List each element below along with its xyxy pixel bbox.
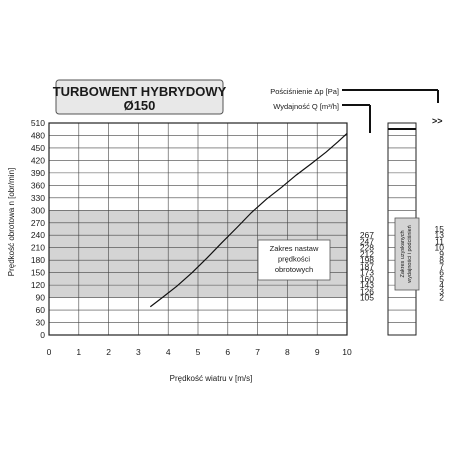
y-tick-label: 390 (31, 168, 45, 178)
flow-tick-label: 143 (360, 280, 374, 290)
pressure-tick-label: 3 (439, 286, 444, 296)
series-line (149, 132, 348, 308)
flow-tick-label: 228 (360, 243, 374, 253)
flow-tick-label: 267 (360, 230, 374, 240)
y-tick-label: 150 (31, 268, 45, 278)
flow-scale-label: Wydajność Q [m³/h] (273, 102, 339, 111)
band-label-text: prędkości (278, 255, 310, 264)
y-tick-label: 90 (36, 293, 46, 303)
chart-ylabel: Prędkość obrotowa n [obr/min] (7, 168, 16, 277)
flow-tick-label: 247 (360, 236, 374, 246)
y-tick-label: 360 (31, 180, 45, 190)
pressure-tick-label: 9 (439, 249, 444, 259)
x-tick-label: 2 (106, 347, 111, 357)
y-tick-label: 240 (31, 230, 45, 240)
x-tick-label: 7 (255, 347, 260, 357)
flow-tick-label: 126 (360, 286, 374, 296)
x-tick-label: 10 (342, 347, 352, 357)
flow-tick-label: 105 (360, 293, 374, 303)
x-tick-label: 6 (225, 347, 230, 357)
pressure-band-box (394, 217, 420, 291)
y-tick-label: 210 (31, 243, 45, 253)
y-tick-label: 420 (31, 155, 45, 165)
flow-tick-label: 187 (360, 261, 374, 271)
arrow-indicator: >> (432, 116, 443, 126)
y-tick-label: 30 (36, 318, 46, 328)
x-tick-label: 8 (285, 347, 290, 357)
pressure-tick-label: 2 (439, 293, 444, 303)
chart-xlabel: Prędkość wiatru v [m/s] (170, 374, 253, 383)
pressure-band-text: wydajności i podciśnień (407, 225, 413, 283)
pressure-tick-label: 6 (439, 268, 444, 278)
pressure-tick-label: 4 (439, 280, 444, 290)
chart-title: TURBOWENT HYBRYDOWY (53, 84, 227, 99)
y-tick-label: 510 (31, 118, 45, 128)
pressure-tick-label: 15 (435, 224, 445, 234)
y-tick-label: 270 (31, 218, 45, 228)
x-tick-label: 1 (76, 347, 81, 357)
y-tick-label: 480 (31, 130, 45, 140)
flow-tick-label: 198 (360, 255, 374, 265)
x-tick-label: 9 (315, 347, 320, 357)
y-tick-label: 450 (31, 143, 45, 153)
y-tick-label: 180 (31, 255, 45, 265)
y-tick-label: 60 (36, 305, 46, 315)
flow-tick-label: 212 (360, 249, 374, 259)
x-tick-label: 4 (166, 347, 171, 357)
x-tick-label: 3 (136, 347, 141, 357)
band-label-text: obrotowych (275, 265, 313, 274)
pressure-scale-label: Pościśnienie Δp [Pa] (270, 87, 339, 96)
plot-frame (48, 122, 348, 336)
x-tick-label: 0 (47, 347, 52, 357)
pressure-tick-label: 10 (435, 243, 445, 253)
y-tick-label: 120 (31, 280, 45, 290)
pressure-tick-label: 5 (439, 274, 444, 284)
band-label-text: Zakres nastaw (270, 244, 319, 253)
y-tick-label: 300 (31, 205, 45, 215)
pressure-tick-label: 11 (435, 236, 444, 246)
pressure-tick-label: 7 (439, 261, 444, 271)
y-tick-label: 0 (40, 330, 45, 340)
pressure-tick-label: 13 (435, 230, 445, 240)
x-tick-label: 5 (196, 347, 201, 357)
title-box: TURBOWENT HYBRYDOWY Ø150 (53, 79, 227, 115)
chart-subtitle: Ø150 (124, 98, 156, 113)
pressure-tick-label: 8 (439, 255, 444, 265)
band-label-box (257, 239, 331, 281)
flow-tick-label: 173 (360, 268, 374, 278)
pressure-band-text: Zakres uzyskanych (400, 230, 406, 277)
flow-tick-label: 160 (360, 274, 374, 284)
plot-area: 0306090120150180210240270300330360390420… (31, 118, 352, 357)
y-tick-label: 330 (31, 193, 45, 203)
